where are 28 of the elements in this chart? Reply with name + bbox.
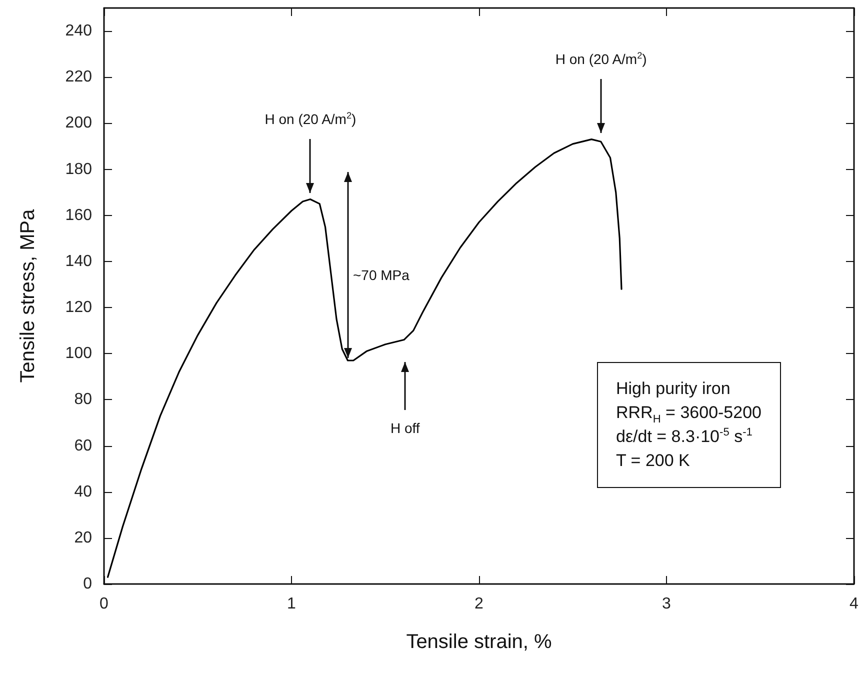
- y-tick-label: 240: [65, 22, 92, 40]
- x-tick-label: 2: [474, 596, 484, 612]
- x-tick-label: 4: [850, 596, 859, 612]
- y-tick-label: 40: [74, 483, 92, 500]
- annotation: High purity iron: [616, 379, 730, 398]
- annotation: H on (20 A/m$^{2}$): [555, 50, 647, 68]
- x-tick-label: 0: [100, 596, 109, 612]
- annotation: T = 200 K: [616, 451, 690, 470]
- x-tick-label: 3: [662, 596, 672, 612]
- y-tick-label: 180: [65, 160, 92, 178]
- y-tick-label: 160: [65, 206, 92, 224]
- annotation: ~70 MPa: [353, 267, 410, 283]
- annotation: H on (20 A/m$^{2}$): [264, 110, 356, 128]
- y-tick-label: 120: [65, 299, 92, 316]
- annotation: H off: [390, 420, 420, 436]
- y-tick-label: 200: [65, 114, 92, 132]
- x-tick-label: 1: [287, 596, 296, 612]
- y-tick-label: 80: [74, 391, 92, 408]
- y-tick-label: 20: [74, 529, 92, 546]
- annotation: RRR$_{H}$ = 3600-5200: [616, 403, 762, 426]
- x-axis-title: Tensile strain, %: [406, 631, 552, 653]
- y-axis-title: Tensile stress, MPa: [17, 208, 39, 383]
- y-tick-label: 100: [65, 345, 92, 362]
- y-tick-label: 0: [83, 576, 92, 592]
- y-tick-label: 220: [65, 68, 92, 86]
- y-tick-label: 140: [65, 252, 92, 270]
- y-tick-label: 60: [74, 437, 92, 454]
- annotation: dε/dt = 8.3·10$^{-5}$ s$^{-1}$: [616, 426, 752, 446]
